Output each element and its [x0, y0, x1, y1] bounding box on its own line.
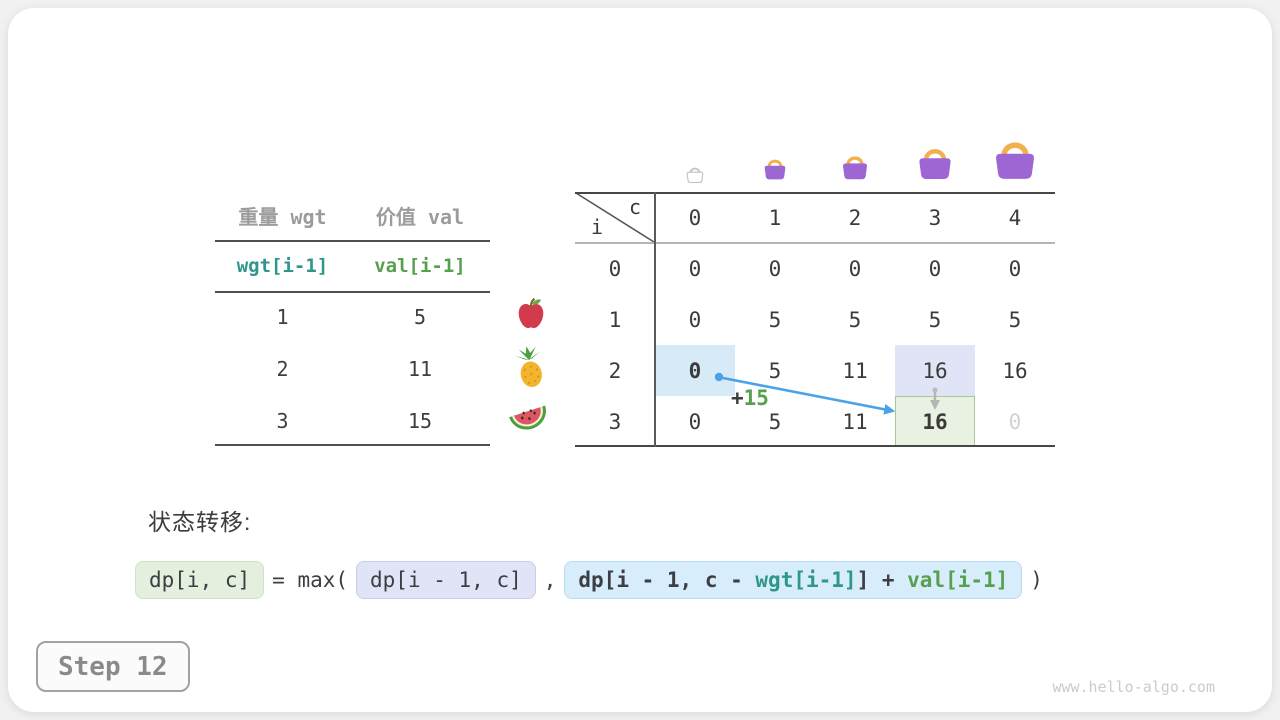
item-1-weight: 1 — [276, 305, 289, 329]
dp-cell-0-2: 0 — [848, 256, 862, 281]
weight-column-header: 重量 wgt — [238, 204, 327, 229]
items-table-rule-mid — [215, 291, 490, 293]
formula-close-paren: ) — [1030, 568, 1043, 592]
dp-cell-2-1: 5 — [768, 358, 782, 383]
formula-arg2-mid: ] + — [856, 568, 908, 592]
dp-cell-1-0: 0 — [688, 307, 702, 332]
dp-table: c i 0 1 2 3 4 0 0 0 0 0 0 1 0 5 5 5 5 2 … — [575, 192, 1055, 447]
bag-capacity-4-icon — [993, 134, 1037, 180]
dp-cell-3-0: 0 — [688, 409, 702, 434]
items-table-header: 重量 wgt 价值 val — [215, 190, 490, 240]
dp-cell-0-4: 0 — [1008, 256, 1022, 281]
item-row-2: 2 11 — [215, 343, 490, 395]
dp-cell-3-3-result-highlight: 16 — [895, 396, 975, 447]
dp-row-header-0: 0 — [608, 256, 622, 281]
dp-cell-0-1: 0 — [768, 256, 782, 281]
apple-icon — [514, 297, 548, 331]
dp-row-header-3: 3 — [608, 409, 622, 434]
dp-cell-2-3-compare-highlight: 16 — [895, 345, 975, 396]
dp-cell-3-4-pending: 0 — [1008, 409, 1022, 434]
item-2-value: 11 — [407, 357, 433, 381]
bonus-plus-sign: + — [731, 386, 744, 410]
dp-cell-1-1: 5 — [768, 307, 782, 332]
dp-table-rule-header — [575, 242, 1055, 244]
item-row-3: 3 15 — [215, 395, 490, 446]
formula-lhs-box: dp[i, c] — [135, 561, 265, 599]
dp-table-rule-top — [575, 192, 1055, 194]
item-3-weight: 3 — [276, 408, 289, 433]
state-transition-formula: dp[i, c] = max( dp[i - 1, c] , dp[i - 1,… — [135, 561, 1051, 599]
dp-cell-1-3: 5 — [928, 307, 942, 332]
formula-arg2-wgt: wgt[i-1] — [755, 568, 857, 592]
bag-capacity-1-icon — [763, 155, 787, 180]
dp-cell-1-4: 5 — [1008, 307, 1022, 332]
dp-col-header-0: 0 — [688, 205, 702, 230]
formula-comma: , — [543, 568, 557, 592]
bag-capacity-0-ghost-icon — [686, 164, 704, 183]
items-table-rule-bottom — [215, 444, 490, 446]
items-table-index-row: wgt[i-1] val[i-1] — [215, 240, 490, 291]
bag-capacity-3-icon — [917, 142, 953, 180]
watermelon-icon — [507, 399, 549, 435]
item-3-value: 15 — [407, 408, 433, 433]
step-badge: Step 12 — [36, 641, 190, 692]
dp-row-header-2: 2 — [608, 358, 622, 383]
bag-capacity-2-icon — [841, 151, 869, 180]
dp-cell-0-0: 0 — [688, 256, 702, 281]
dp-row-header-1: 1 — [608, 307, 622, 332]
formula-equals-max: = max( — [272, 568, 349, 592]
dp-table-rule-bottom — [575, 445, 1055, 447]
formula-arg2-val: val[i-1] — [907, 568, 1009, 592]
item-1-value: 5 — [413, 305, 427, 329]
dp-corner-cell: c i — [575, 192, 655, 243]
wgt-index-label: wgt[i-1] — [236, 254, 329, 277]
index-variable-label: i — [591, 215, 604, 239]
dp-col-header-1: 1 — [768, 205, 782, 230]
bonus-value: 15 — [743, 386, 769, 410]
pineapple-icon — [510, 345, 550, 389]
formula-arg1-box: dp[i - 1, c] — [356, 561, 536, 599]
dp-cell-3-2: 11 — [842, 409, 868, 434]
item-row-1: 1 5 — [215, 291, 490, 343]
item-2-weight: 2 — [276, 357, 289, 381]
capacity-variable-label: c — [628, 195, 641, 219]
items-table: 重量 wgt 价值 val wgt[i-1] val[i-1] 1 5 2 11… — [215, 190, 490, 448]
diagonal-divider — [575, 192, 655, 243]
dp-col-header-3: 3 — [928, 205, 942, 230]
items-table-rule-top — [215, 240, 490, 242]
dp-cell-2-2: 11 — [842, 358, 868, 383]
state-transition-label: 状态转移: — [148, 509, 252, 535]
formula-arg2-box: dp[i - 1, c - wgt[i-1]] + val[i-1] — [564, 561, 1023, 599]
val-index-label: val[i-1] — [374, 254, 466, 277]
watermark: www.hello-algo.com — [1052, 678, 1215, 696]
dp-cell-2-4: 16 — [1002, 358, 1028, 383]
dp-cell-1-2: 5 — [848, 307, 862, 332]
dp-cell-2-0-source-highlight: 0 — [655, 345, 735, 396]
dp-col-header-4: 4 — [1008, 205, 1022, 230]
dp-cell-3-1: 5 — [768, 409, 782, 434]
value-column-header: 价值 val — [375, 204, 465, 229]
dp-cell-0-3: 0 — [928, 256, 942, 281]
dp-col-header-2: 2 — [848, 205, 862, 230]
formula-arg2-prefix: dp[i - 1, c - — [578, 568, 756, 592]
dp-table-rule-vertical — [654, 192, 656, 447]
bonus-label: +15 — [731, 386, 769, 410]
